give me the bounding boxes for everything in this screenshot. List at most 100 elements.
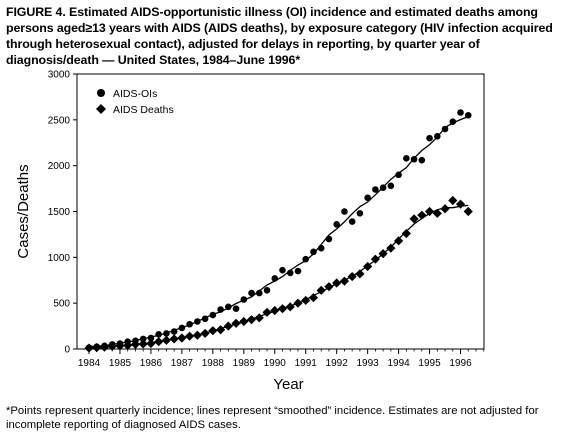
point-aids-ois — [426, 134, 433, 142]
x-tick-label: 1986 — [140, 358, 163, 369]
point-aids-ois — [310, 248, 317, 256]
point-aids-ois — [217, 306, 224, 313]
point-aids-ois — [441, 125, 449, 133]
point-aids-deaths — [169, 334, 179, 344]
point-aids-deaths — [246, 315, 257, 325]
point-aids-deaths — [424, 206, 435, 217]
point-aids-ois — [348, 218, 356, 225]
smoothed-line-aids-ois — [88, 115, 469, 348]
chart-title: FIGURE 4. Estimated AIDS-opportunistic i… — [6, 5, 553, 67]
y-tick-label: 500 — [53, 299, 70, 310]
point-aids-ois — [178, 324, 186, 332]
smoothed-line-aids-deaths — [88, 204, 469, 349]
y-tick-label: 1500 — [48, 207, 71, 218]
point-aids-ois — [372, 186, 379, 193]
point-aids-deaths — [92, 343, 102, 353]
point-aids-ois — [457, 109, 464, 116]
point-aids-deaths — [409, 214, 419, 224]
point-aids-ois — [232, 305, 240, 312]
point-aids-ois — [395, 171, 402, 179]
point-aids-ois — [449, 118, 457, 125]
point-aids-deaths — [448, 195, 458, 206]
point-aids-deaths — [370, 254, 380, 264]
point-aids-ois — [194, 318, 201, 325]
y-tick-label: 1000 — [48, 253, 71, 264]
point-aids-deaths — [177, 333, 187, 343]
point-aids-deaths — [130, 339, 141, 350]
legend-marker-aids-ois — [97, 89, 105, 97]
x-tick-label: 1985 — [109, 358, 132, 369]
point-aids-deaths — [146, 338, 156, 349]
point-aids-deaths — [332, 278, 342, 288]
point-aids-deaths — [394, 236, 404, 246]
point-aids-ois — [333, 221, 340, 228]
y-axis-label: Cases/Deaths — [15, 164, 32, 258]
point-aids-ois — [147, 334, 155, 342]
legend-label: AIDS-OIs — [113, 88, 157, 100]
point-aids-ois — [170, 328, 178, 335]
x-tick-label: 1993 — [357, 358, 380, 369]
point-aids-ois — [464, 111, 472, 119]
point-aids-deaths — [138, 339, 148, 349]
point-aids-deaths — [440, 204, 450, 214]
point-aids-deaths — [432, 208, 442, 218]
point-aids-ois — [201, 315, 209, 323]
y-tick-label: 0 — [64, 345, 70, 356]
point-aids-deaths — [386, 243, 396, 253]
y-tick-label: 2500 — [48, 115, 71, 126]
point-aids-deaths — [277, 304, 288, 314]
point-aids-ois — [240, 296, 248, 303]
x-tick-label: 1995 — [418, 358, 441, 369]
y-axis-ticks: 0 500 1000 1500 2000 2500 3000 — [48, 70, 77, 356]
point-aids-ois — [387, 182, 395, 190]
point-aids-deaths — [231, 318, 241, 328]
smoothed-lines — [88, 115, 469, 349]
point-aids-deaths — [378, 249, 388, 259]
point-aids-ois — [341, 208, 348, 215]
data-points — [84, 109, 473, 353]
point-aids-deaths — [324, 282, 334, 292]
x-tick-label: 1996 — [449, 358, 472, 369]
x-tick-label: 1984 — [78, 358, 101, 369]
point-aids-deaths — [154, 337, 164, 347]
point-aids-ois — [155, 331, 162, 338]
point-aids-ois — [302, 255, 310, 263]
point-aids-deaths — [270, 305, 280, 316]
point-aids-deaths — [463, 206, 473, 217]
point-aids-deaths — [239, 316, 249, 327]
legend-label: AIDS Deaths — [113, 104, 174, 116]
point-aids-deaths — [285, 302, 295, 312]
x-tick-label: 1988 — [202, 358, 225, 369]
point-aids-ois — [271, 275, 279, 282]
point-aids-deaths — [215, 325, 226, 335]
point-aids-deaths — [200, 328, 210, 339]
point-aids-ois — [317, 244, 325, 252]
legend-marker-aids-deaths — [96, 104, 106, 114]
point-aids-ois — [255, 289, 263, 297]
point-aids-ois — [225, 303, 232, 311]
point-aids-deaths — [347, 271, 357, 282]
x-tick-label: 1992 — [326, 358, 349, 369]
point-aids-deaths — [223, 321, 233, 331]
point-aids-deaths — [208, 326, 218, 336]
point-aids-deaths — [417, 210, 427, 220]
point-aids-deaths — [308, 293, 319, 303]
point-aids-ois — [364, 194, 371, 202]
point-aids-ois — [410, 155, 418, 163]
point-aids-ois — [248, 289, 255, 297]
point-aids-deaths — [84, 343, 94, 353]
chart-legend: AIDS-OIs AIDS Deaths — [96, 88, 174, 116]
x-tick-label: 1990 — [264, 358, 287, 369]
point-aids-ois — [294, 267, 302, 275]
point-aids-deaths — [339, 276, 350, 286]
point-aids-ois — [286, 269, 294, 277]
point-aids-deaths — [99, 342, 110, 352]
point-aids-ois — [325, 235, 333, 243]
point-aids-ois — [434, 133, 441, 140]
x-tick-label: 1991 — [295, 358, 318, 369]
point-aids-ois — [263, 287, 271, 294]
point-aids-deaths — [107, 341, 117, 351]
point-aids-ois — [418, 156, 426, 164]
point-aids-ois — [279, 266, 286, 274]
point-aids-deaths — [254, 313, 264, 323]
